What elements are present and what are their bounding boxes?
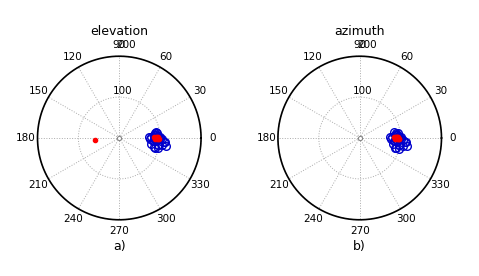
Text: 30: 30 [434, 86, 447, 96]
Text: 210: 210 [29, 180, 48, 190]
Text: 240: 240 [63, 214, 82, 224]
Text: 330: 330 [431, 180, 450, 190]
Text: 210: 210 [269, 180, 289, 190]
Text: 0: 0 [450, 133, 456, 143]
Text: 180: 180 [257, 133, 276, 143]
Text: 240: 240 [303, 214, 323, 224]
Text: 120: 120 [303, 52, 323, 62]
Text: 150: 150 [29, 86, 48, 96]
Text: 90: 90 [113, 40, 126, 50]
Text: 0: 0 [209, 133, 216, 143]
Text: 300: 300 [397, 214, 416, 224]
Text: 330: 330 [190, 180, 210, 190]
Text: b): b) [354, 240, 366, 253]
Text: 270: 270 [350, 226, 370, 236]
Text: 120: 120 [63, 52, 82, 62]
Text: 100: 100 [113, 86, 132, 96]
Text: azimuth: azimuth [334, 25, 385, 38]
Text: a): a) [113, 240, 125, 253]
Text: 180: 180 [16, 133, 36, 143]
Text: 200: 200 [116, 40, 136, 50]
Text: 150: 150 [269, 86, 289, 96]
Text: 30: 30 [194, 86, 206, 96]
Text: elevation: elevation [90, 25, 148, 38]
Text: 270: 270 [109, 226, 129, 236]
Text: 60: 60 [160, 52, 172, 62]
Text: 300: 300 [156, 214, 176, 224]
Text: 100: 100 [353, 86, 372, 96]
Text: 60: 60 [400, 52, 413, 62]
Text: 90: 90 [353, 40, 366, 50]
Text: 200: 200 [357, 40, 376, 50]
